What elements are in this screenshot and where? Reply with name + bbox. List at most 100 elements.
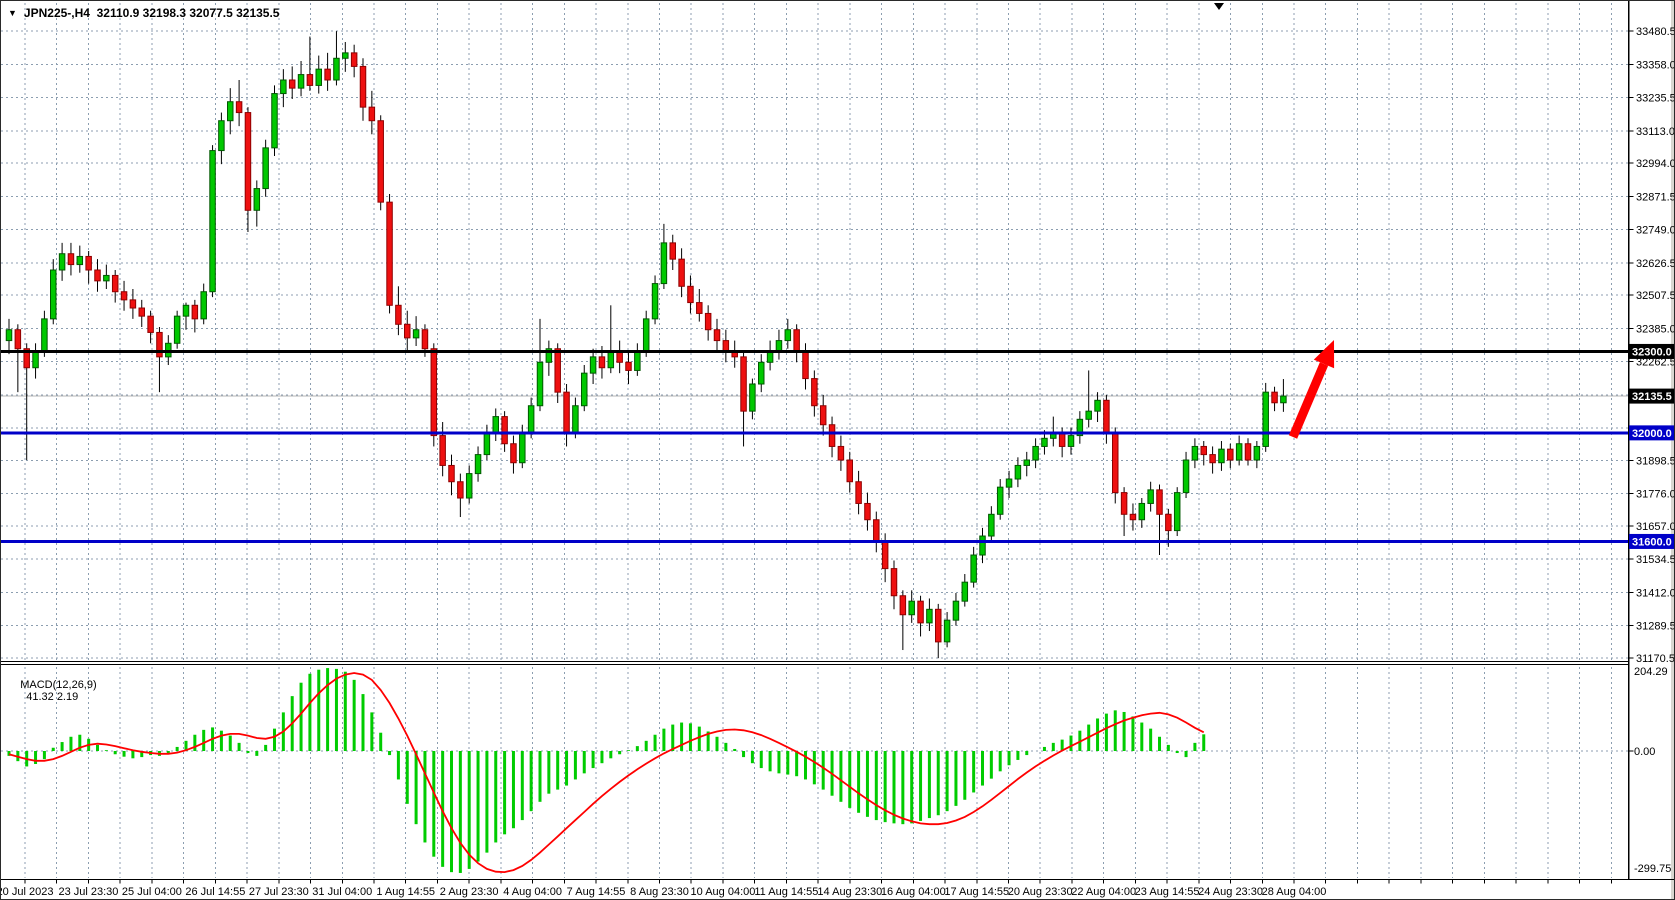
time-axis-label[interactable]: 7 Aug 14:55 [567, 886, 626, 898]
macd-histogram-bar [237, 742, 241, 751]
macd-indicator-label: MACD(12,26,9) 41.32 2.19 [8, 667, 96, 715]
candle-bear [1271, 391, 1278, 404]
time-axis-label[interactable]: 16 Aug 04:00 [881, 886, 946, 898]
candle-bear [837, 445, 845, 461]
time-axis-label[interactable]: 24 Aug 23:30 [1198, 886, 1263, 898]
candle-bear [722, 340, 730, 352]
macd-histogram-bar [343, 671, 347, 751]
price-tick-label: 32385.0 [1636, 323, 1675, 335]
macd-histogram-bar [989, 751, 993, 779]
time-axis-label[interactable]: 2 Aug 23:30 [440, 886, 499, 898]
candle-bear [935, 608, 942, 643]
price-tick-label: 31412.0 [1636, 587, 1675, 599]
macd-histogram-bar [653, 734, 657, 751]
macd-histogram-bar [51, 747, 55, 751]
candle-bear [457, 481, 464, 499]
trend-arrow-head[interactable] [1313, 340, 1335, 369]
candle-bear [687, 285, 694, 304]
macd-histogram-bar [1166, 744, 1170, 751]
macd-histogram-bar [1016, 751, 1020, 760]
time-axis-label[interactable]: 10 Aug 04:00 [691, 886, 756, 898]
macd-histogram-bar [131, 751, 135, 759]
candle-bull [1182, 459, 1190, 494]
candle-bear [864, 502, 871, 521]
chart-header: ▼ JPN225-,H4 32110.9 32198.3 32077.5 321… [8, 6, 279, 20]
candle-bear [713, 329, 721, 342]
time-axis-label[interactable]: 26 Jul 14:55 [185, 886, 245, 898]
macd-histogram-bar [529, 751, 533, 812]
time-axis-label[interactable]: 17 Aug 14:55 [944, 886, 1009, 898]
time-axis-label[interactable]: 11 Aug 14:55 [754, 886, 818, 898]
candle-bull [412, 329, 420, 339]
candle-bull [280, 79, 287, 95]
price-badge [1629, 343, 1674, 359]
candle-bull [1076, 418, 1084, 437]
candle-bull [634, 350, 641, 371]
macd-histogram-bar [334, 668, 338, 751]
candle-bear [793, 329, 800, 352]
macd-histogram-bar [662, 728, 666, 751]
time-axis-label[interactable]: 27 Jul 23:30 [249, 886, 309, 898]
candle-bull [1032, 445, 1039, 461]
macd-scale-label: 204.29 [1634, 666, 1668, 678]
time-axis-label[interactable]: 23 Aug 14:55 [1135, 886, 1200, 898]
macd-histogram-bar [954, 751, 958, 806]
price-tick-label: 33358.0 [1636, 59, 1675, 71]
price-tick-label: 33480.5 [1636, 26, 1675, 38]
macd-histogram-bar [228, 735, 232, 751]
macd-histogram-bar [945, 751, 949, 812]
candle-bear [235, 101, 243, 114]
time-axis-label[interactable]: 25 Jul 04:00 [122, 886, 182, 898]
time-axis-label[interactable]: 8 Aug 23:30 [630, 886, 689, 898]
macd-histogram-bar [467, 751, 471, 869]
trend-arrow-shaft[interactable] [1288, 362, 1329, 439]
macd-histogram-bar [1096, 718, 1100, 751]
candle-bear [377, 120, 384, 203]
time-axis-label[interactable]: 23 Jul 23:30 [58, 886, 118, 898]
candle-bull [58, 253, 66, 271]
candle-bear [288, 79, 296, 89]
candle-bull [103, 274, 110, 282]
macd-histogram-bar [370, 712, 374, 751]
candle-bull [483, 432, 491, 456]
macd-histogram-bar [706, 731, 710, 751]
macd-scale-label: 0.00 [1634, 746, 1655, 758]
macd-histogram-bar [618, 751, 622, 755]
chart-shift-marker-icon[interactable] [1214, 3, 1224, 10]
time-axis-label[interactable]: 20 Jul 2023 [1, 886, 53, 898]
price-tick-label: 32507.5 [1636, 290, 1675, 302]
candle-bear [802, 350, 809, 380]
candle-bull [5, 329, 13, 342]
time-axis-label[interactable]: 1 Aug 14:55 [376, 886, 435, 898]
candle-bear [324, 68, 331, 81]
macd-histogram-bar [981, 751, 984, 786]
candle-bear [147, 315, 154, 333]
candle-bull [333, 57, 340, 81]
candle-bull [1014, 464, 1022, 480]
price-tick-label: 31289.5 [1636, 621, 1675, 633]
time-axis-label[interactable]: 14 Aug 23:30 [817, 886, 882, 898]
candle-bear [678, 258, 685, 287]
macd-histogram-bar [122, 751, 126, 757]
candle-bear [510, 443, 517, 464]
macd-histogram-bar [69, 736, 73, 751]
time-axis-label[interactable]: 28 Aug 04:00 [1262, 886, 1327, 898]
macd-histogram-bar [432, 751, 436, 857]
time-axis-label[interactable]: 4 Aug 04:00 [503, 886, 562, 898]
candle-bull [996, 486, 1004, 515]
candle-bull [581, 372, 588, 407]
macd-histogram-bar [264, 744, 268, 751]
macd-histogram-bar [688, 723, 692, 751]
symbol-dropdown-icon[interactable]: ▼ [8, 7, 17, 18]
candle-bear [448, 464, 455, 483]
time-axis-label[interactable]: 22 Aug 04:00 [1071, 886, 1136, 898]
time-axis-label[interactable]: 31 Jul 04:00 [312, 886, 372, 898]
time-axis-label[interactable]: 20 Aug 23:30 [1008, 886, 1073, 898]
candle-bear [1112, 432, 1119, 494]
candle-bear [404, 323, 411, 339]
macd-histogram-bar [582, 751, 586, 774]
candle-bear [191, 304, 199, 320]
candle-bear [1156, 489, 1163, 515]
